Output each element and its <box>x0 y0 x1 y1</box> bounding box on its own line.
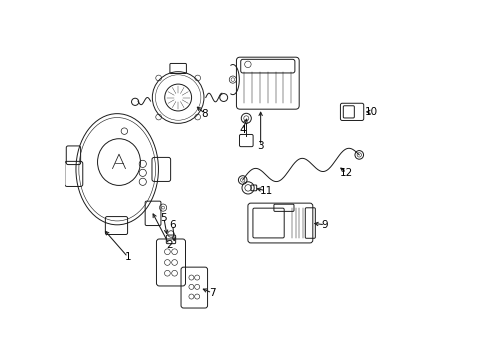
Text: 5: 5 <box>160 213 167 222</box>
Text: 7: 7 <box>208 288 215 298</box>
Text: 4: 4 <box>239 125 245 135</box>
Text: 8: 8 <box>202 109 208 119</box>
Text: 10: 10 <box>365 107 378 117</box>
Text: 6: 6 <box>169 220 176 230</box>
Text: 2: 2 <box>165 239 172 249</box>
Text: 3: 3 <box>257 141 264 151</box>
Text: 12: 12 <box>339 168 353 178</box>
Text: 11: 11 <box>259 186 272 196</box>
Text: 1: 1 <box>124 252 131 262</box>
Text: 9: 9 <box>321 220 328 230</box>
